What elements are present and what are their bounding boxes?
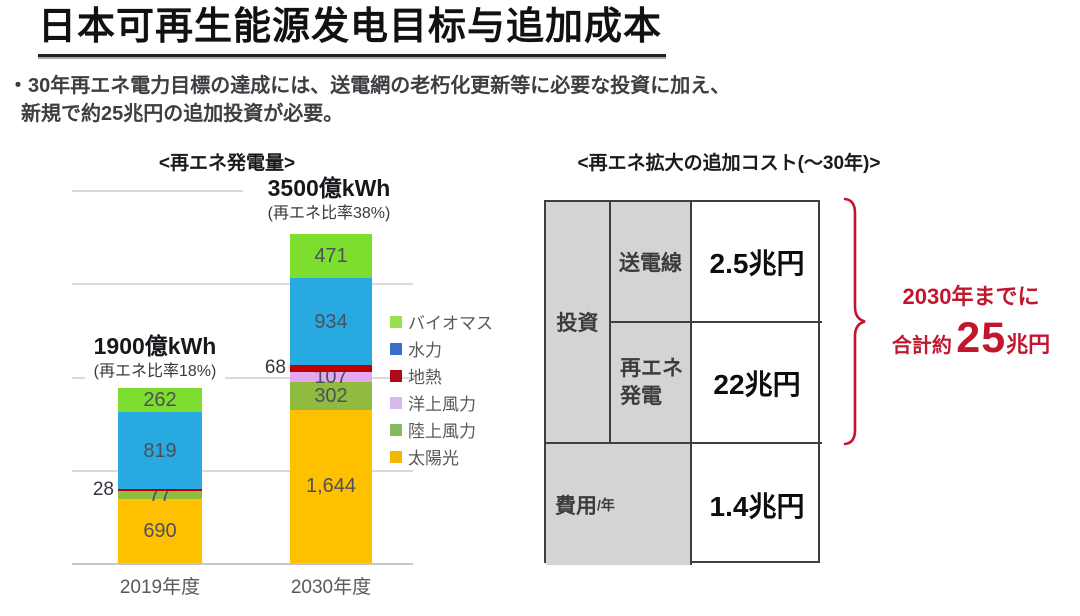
legend-swatch-太陽光 xyxy=(390,450,402,463)
legend-swatch-地熱 xyxy=(390,369,402,382)
callout-line-2: 合計約 25兆円 xyxy=(880,314,1062,363)
cost-table-renewable-row-value: 22兆円 xyxy=(692,323,822,444)
bar-segment-水力 xyxy=(118,412,202,489)
gridline xyxy=(72,376,413,379)
bar-value-label: 690 xyxy=(143,519,177,542)
bar-value-label-outside: 68 xyxy=(264,357,286,379)
legend-item-地熱: 地熱 xyxy=(390,362,442,389)
cost-table-grid-row-label: 送電線 xyxy=(611,202,692,323)
x-axis-label: 2030年度 xyxy=(290,577,372,598)
cost-table-grid-row-value: 2.5兆円 xyxy=(692,202,822,323)
callout-prefix: 合計約 xyxy=(891,335,952,357)
bar-segment-水力 xyxy=(290,278,372,366)
bar-segment-洋上風力 xyxy=(290,371,372,382)
chart-title: <再エネ発電量> xyxy=(158,153,296,174)
bar-value-label: 1,644 xyxy=(305,475,357,498)
legend-swatch-水力 xyxy=(390,342,402,355)
bar-total-subline: (再エネ比率18%) xyxy=(93,363,217,381)
cost-table-invest-header: 投資 xyxy=(546,202,611,444)
legend-label: 水力 xyxy=(408,341,442,360)
legend-swatch-洋上風力 xyxy=(390,396,402,409)
bullet-line-2: 新規で約25兆円の追加投資が必要。 xyxy=(21,103,344,125)
bar-value-label: 471 xyxy=(314,245,348,268)
bullet-line-1: ・30年再エネ電力目標の達成には、送電網の老朽化更新等に必要な投資に加え、 xyxy=(8,75,731,97)
gridline xyxy=(72,190,413,192)
legend-item-水力: 水力 xyxy=(390,335,442,362)
bar-segment-バイオマス xyxy=(290,234,372,279)
bar-total-label: 1900億kWh (再エネ比率18%) xyxy=(85,331,225,387)
bar-segment-陸上風力 xyxy=(118,491,202,499)
gridline xyxy=(72,563,413,565)
bar-total-headline: 3500億kWh xyxy=(267,175,391,201)
annual-cost-label-sub: /年 xyxy=(597,496,615,513)
legend-item-洋上風力: 洋上風力 xyxy=(390,389,476,416)
bar-segment-太陽光 xyxy=(290,409,372,563)
x-axis-label: 2019年度 xyxy=(119,577,201,598)
bar-segment-陸上風力 xyxy=(290,381,372,410)
legend-label: 太陽光 xyxy=(408,449,459,468)
bar-total-headline: 1900億kWh xyxy=(93,333,217,359)
bar-total-subline: (再エネ比率38%) xyxy=(267,205,391,223)
cost-table-annual-cost-label: 費用/年 xyxy=(546,444,692,565)
cost-table-renewable-row-label: 再エネ 発電 xyxy=(611,323,692,444)
callout-unit: 兆円 xyxy=(1006,332,1051,357)
gridline xyxy=(72,283,413,286)
page-title: 日本可再生能源发电目标与追加成本 xyxy=(38,4,667,58)
bar-value-label: 934 xyxy=(314,310,348,333)
gridline xyxy=(72,469,413,472)
bar-segment-地熱 xyxy=(118,488,202,492)
bar-segment-地熱 xyxy=(290,365,372,372)
legend-label: 地熱 xyxy=(408,368,442,387)
legend-swatch-陸上風力 xyxy=(390,423,402,436)
legend-item-バイオマス: バイオマス xyxy=(390,308,493,335)
bar-total-label: 3500億kWh (再エネ比率38%) xyxy=(243,173,415,229)
cost-table-annual-cost-value: 1.4兆円 xyxy=(709,490,805,522)
legend-swatch-バイオマス xyxy=(390,315,402,328)
bullet-text: ・30年再エネ電力目標の達成には、送電網の老朽化更新等に必要な投資に加え、 新規… xyxy=(8,72,730,128)
bar-value-label: 302 xyxy=(314,384,348,407)
legend-label: 洋上風力 xyxy=(408,395,476,414)
legend-label: バイオマス xyxy=(408,314,493,333)
annual-cost-label-main: 費用 xyxy=(555,494,597,518)
cost-table: 投資 送電線 2.5兆円 再エネ 発電 22兆円 費用/年 1.4兆円 xyxy=(544,200,822,565)
bar-value-label-outside: 28 xyxy=(92,479,114,501)
bar-value-label: 262 xyxy=(143,389,177,412)
total-bracket xyxy=(843,197,866,446)
callout-big-number: 25 xyxy=(956,314,1007,362)
bar-segment-バイオマス xyxy=(118,388,202,413)
callout-line-1: 2030年までに xyxy=(902,284,1040,309)
legend-label: 陸上風力 xyxy=(408,422,476,441)
bar-value-label: 819 xyxy=(143,439,177,462)
total-callout: 2030年までに 合計約 25兆円 xyxy=(880,279,1062,363)
renewable-generation-chart: <再エネ発電量> 690 77 28 819 262 1900億kWh (再エネ比率18%)… xyxy=(60,145,538,611)
legend-item-陸上風力: 陸上風力 xyxy=(390,416,476,443)
legend-item-太陽光: 太陽光 xyxy=(390,443,459,470)
bar-segment-太陽光 xyxy=(118,498,202,563)
cost-panel-title: <再エネ拡大の追加コスト(～30年)> xyxy=(577,153,881,174)
